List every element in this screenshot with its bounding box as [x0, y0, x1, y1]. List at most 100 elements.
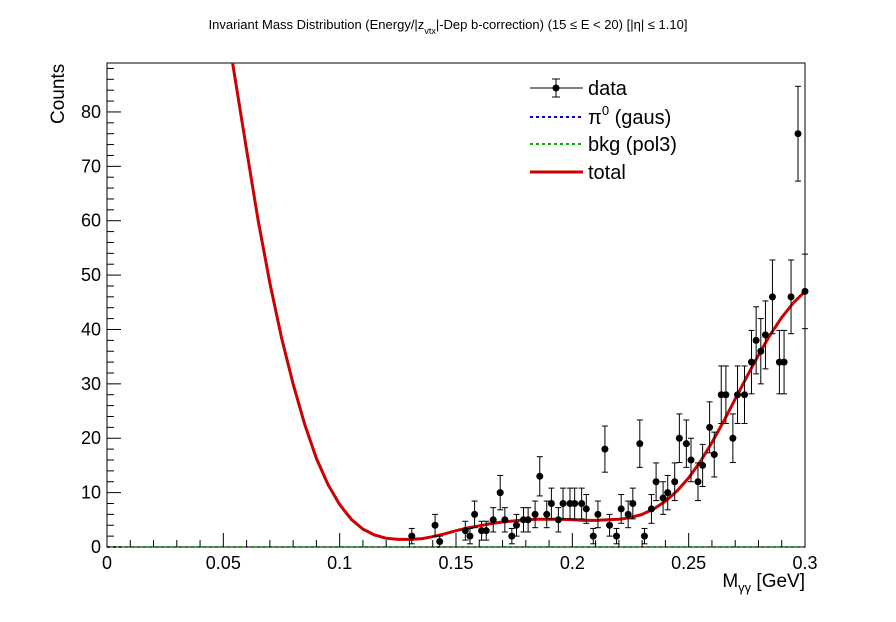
data-marker: [794, 130, 802, 138]
x-axis-title-main: M: [722, 571, 738, 592]
data-point: [571, 487, 579, 520]
data-point: [794, 85, 802, 182]
data-marker: [408, 532, 416, 540]
data-point: [768, 259, 776, 335]
data-point: [524, 507, 532, 533]
data-marker: [706, 423, 714, 431]
data-marker: [747, 358, 755, 366]
data-marker: [741, 391, 749, 399]
data-point: [508, 527, 516, 545]
chart-title-part1: Invariant Mass Distribution (Energy/|z: [209, 17, 425, 32]
x-tick-label: 0.15: [438, 553, 473, 573]
legend-label-total: total: [588, 162, 626, 184]
data-marker: [613, 532, 621, 540]
data-point: [531, 500, 539, 529]
data-marker: [512, 521, 520, 529]
y-tick-label: 0: [91, 537, 101, 557]
data-marker: [801, 287, 809, 295]
data-point: [787, 259, 795, 335]
data-point: [636, 419, 644, 468]
data-point: [489, 507, 497, 533]
data-point: [722, 365, 730, 425]
data-marker: [594, 510, 602, 518]
data-point: [466, 527, 474, 545]
data-marker: [543, 510, 551, 518]
data-point: [694, 462, 702, 502]
data-points-layer: [408, 85, 809, 548]
y-tick-label: 50: [81, 265, 101, 285]
data-point: [617, 494, 625, 524]
data-point: [729, 413, 737, 464]
legend-entry-data: data: [530, 78, 628, 100]
data-point: [780, 329, 788, 395]
data-marker: [761, 331, 769, 339]
chart-title-subscript: vtx: [424, 26, 436, 36]
x-tick-label: 0.05: [206, 553, 241, 573]
data-marker: [671, 478, 679, 486]
x-tick-label: 0.1: [327, 553, 352, 573]
data-marker: [489, 516, 497, 524]
data-point: [757, 318, 765, 385]
x-tick-label: 0.3: [792, 553, 817, 573]
data-point: [431, 513, 439, 537]
legend-entry-pi0: π0 (gaus): [530, 103, 671, 129]
data-point: [699, 443, 707, 487]
data-marker: [647, 505, 655, 513]
data-point: [752, 306, 760, 375]
plot-area: [107, 62, 809, 548]
y-tick-label: 40: [81, 319, 101, 339]
legend-data-marker: [552, 84, 560, 92]
data-marker: [606, 521, 614, 529]
data-marker: [431, 521, 439, 529]
data-marker: [524, 516, 532, 524]
total-fit-curve: [231, 62, 807, 541]
data-marker: [461, 527, 469, 535]
data-point: [589, 527, 597, 545]
data-point: [594, 500, 602, 529]
data-point: [436, 535, 444, 548]
legend-label-bkg: bkg (pol3): [588, 134, 677, 156]
y-axis-title: Counts: [48, 64, 69, 124]
data-marker: [501, 516, 509, 524]
data-marker: [578, 499, 586, 507]
data-marker: [531, 510, 539, 518]
data-point: [512, 513, 520, 537]
y-axis: 0 10 20 30 40 50 60 70 80: [81, 67, 121, 557]
data-marker: [547, 499, 555, 507]
data-marker: [659, 494, 667, 502]
x-axis: 0 0.05 0.1 0.15 0.2 0.25 0.3: [102, 533, 818, 573]
y-tick-label: 20: [81, 428, 101, 448]
data-marker: [636, 440, 644, 448]
data-marker: [675, 434, 683, 442]
data-point: [734, 365, 742, 425]
data-point: [496, 474, 504, 511]
data-marker: [436, 538, 444, 546]
data-marker: [589, 532, 597, 540]
data-marker: [757, 347, 765, 355]
data-marker: [729, 434, 737, 442]
data-point: [664, 474, 672, 511]
data-marker: [787, 293, 795, 301]
y-tick-label: 80: [81, 102, 101, 122]
data-point: [482, 520, 490, 541]
data-marker: [640, 532, 648, 540]
chart-title: Invariant Mass Distribution (Energy/|zvt…: [209, 17, 688, 36]
data-point: [747, 329, 755, 395]
data-marker: [571, 499, 579, 507]
data-point: [613, 527, 621, 545]
data-marker: [710, 451, 718, 459]
data-point: [554, 507, 562, 533]
legend-entry-total: total: [530, 162, 626, 184]
data-marker: [601, 445, 609, 453]
data-marker: [508, 532, 516, 540]
data-marker: [582, 505, 590, 513]
data-point: [501, 507, 509, 533]
data-marker: [471, 510, 479, 518]
data-marker: [629, 499, 637, 507]
data-marker: [699, 461, 707, 469]
data-point: [536, 456, 544, 497]
data-marker: [624, 510, 632, 518]
x-axis-title-subscript: γγ: [738, 580, 752, 595]
data-point: [606, 513, 614, 537]
